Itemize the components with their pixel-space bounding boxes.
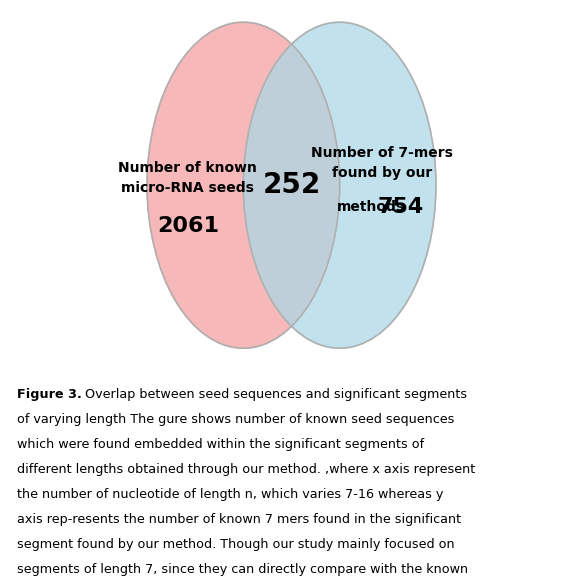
Text: Number of known
micro-RNA seeds: Number of known micro-RNA seeds <box>118 161 257 195</box>
Text: the number of nucleotide of length n, which varies 7-16 whereas y: the number of nucleotide of length n, wh… <box>17 488 444 501</box>
Text: Overlap between seed sequences and significant segments: Overlap between seed sequences and signi… <box>85 388 466 401</box>
Text: which were found embedded within the significant segments of: which were found embedded within the sig… <box>17 438 424 451</box>
Text: Figure 3.: Figure 3. <box>17 388 82 401</box>
Text: of varying length The gure shows number of known seed sequences: of varying length The gure shows number … <box>17 413 455 426</box>
Text: segment found by our method. Though our study mainly focused on: segment found by our method. Though our … <box>17 538 455 551</box>
Text: segments of length 7, since they can directly compare with the known: segments of length 7, since they can dir… <box>17 563 469 576</box>
Text: methods: methods <box>337 201 405 215</box>
Text: Number of 7-mers
found by our: Number of 7-mers found by our <box>311 146 453 180</box>
Text: different lengths obtained through our method. ,where x axis represent: different lengths obtained through our m… <box>17 463 476 476</box>
Ellipse shape <box>147 22 340 348</box>
Ellipse shape <box>243 22 436 348</box>
Text: axis rep-resents the number of known 7 mers found in the significant: axis rep-resents the number of known 7 m… <box>17 513 462 526</box>
Text: 252: 252 <box>262 171 321 199</box>
Text: 754: 754 <box>378 198 424 218</box>
Text: 2061: 2061 <box>157 216 219 236</box>
